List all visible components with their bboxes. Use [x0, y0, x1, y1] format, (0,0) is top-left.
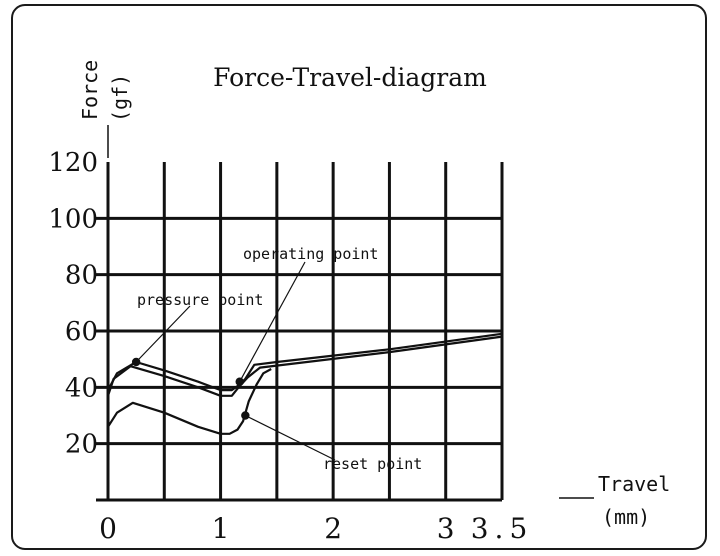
x-tick-label: 1: [212, 512, 230, 545]
x-axis-label: Travel: [598, 472, 670, 496]
annotation-label: pressure point: [137, 291, 263, 309]
y-tick-label: 20: [65, 430, 98, 460]
x-axis-unit: (mm): [602, 505, 650, 529]
y-axis-label: Force: [78, 60, 102, 120]
chart-title: Force-Travel-diagram: [213, 63, 487, 92]
y-tick-label: 80: [65, 261, 98, 291]
annotation-label: operating point: [243, 245, 378, 263]
annotation-label: reset point: [323, 455, 422, 473]
annotation-leader: [245, 414, 336, 461]
y-tick-label: 100: [48, 204, 98, 234]
annotation-marker: [235, 377, 244, 386]
annotation-leader: [239, 261, 306, 382]
chart-frame: [11, 4, 707, 550]
curve-2: [106, 335, 503, 397]
y-axis-unit: (gf): [108, 74, 132, 122]
curve-3: [107, 368, 272, 435]
annotation-marker: [131, 357, 141, 367]
x-tick-label: 3.5: [471, 512, 534, 545]
y-tick-label: 60: [65, 317, 98, 347]
x-tick-label: 2: [324, 512, 342, 545]
x-tick-label: 3: [437, 512, 455, 545]
y-tick-label: 120: [48, 148, 98, 178]
annotation-leader: [135, 305, 191, 363]
x-tick-label: 0: [99, 512, 117, 545]
y-tick-label: 40: [65, 373, 98, 403]
annotation-marker: [241, 411, 250, 420]
